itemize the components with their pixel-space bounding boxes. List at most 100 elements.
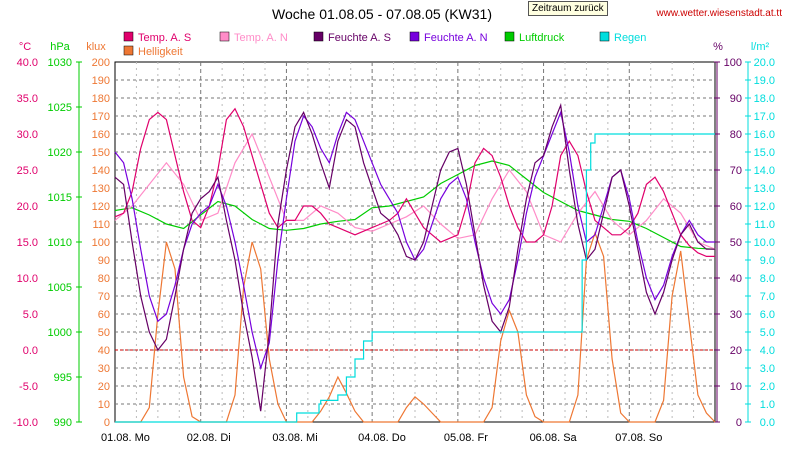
y-tick-label: 0.0 (760, 417, 775, 429)
y-axis-unit: klux (86, 41, 106, 53)
y-tick-label: 70 (98, 291, 110, 303)
y-tick-label: 11.0 (754, 219, 775, 231)
y-tick-label: 1010 (48, 237, 72, 249)
y-tick-label: 20.0 (754, 57, 775, 69)
y-tick-label: 1000 (48, 327, 72, 339)
y-axis-unit: hPa (50, 41, 70, 53)
y-tick-label: 30.0 (17, 129, 38, 141)
y-tick-label: 10.0 (17, 273, 38, 285)
y-tick-label: 60 (730, 201, 742, 213)
y-tick-label: 1.0 (760, 399, 775, 411)
y-tick-label: 190 (92, 75, 110, 87)
y-tick-label: 15.0 (17, 237, 38, 249)
y-tick-label: 0 (736, 417, 742, 429)
y-tick-label: 25.0 (17, 165, 38, 177)
y-tick-label: 100 (92, 237, 110, 249)
y-tick-label: 1025 (48, 102, 72, 114)
y-tick-label: 40 (98, 345, 110, 357)
y-tick-label: 13.0 (754, 183, 775, 195)
y-tick-label: 995 (54, 372, 72, 384)
y-tick-label: 1005 (48, 282, 72, 294)
y-tick-label: 1030 (48, 57, 72, 69)
y-tick-label: 0 (104, 417, 110, 429)
y-tick-label: 19.0 (754, 75, 775, 87)
y-tick-label: 14.0 (754, 165, 775, 177)
y-tick-label: 70 (730, 165, 742, 177)
y-tick-label: 20 (730, 345, 742, 357)
y-tick-label: 40 (730, 273, 742, 285)
y-tick-label: 0.0 (23, 345, 38, 357)
x-tick-label: 01.08. Mo (101, 432, 150, 444)
y-tick-label: 3.0 (760, 363, 775, 375)
y-tick-label: 10 (98, 399, 110, 411)
legend-swatch (409, 31, 420, 42)
legend-label: Regen (614, 32, 646, 44)
y-tick-label: 990 (54, 417, 72, 429)
y-tick-label: 10.0 (754, 237, 775, 249)
y-tick-label: 6.0 (760, 309, 775, 321)
y-tick-label: 150 (92, 147, 110, 159)
legend-label: Helligkeit (138, 46, 183, 58)
y-tick-label: 2.0 (760, 381, 775, 393)
series-line-luftdruck (114, 160, 716, 250)
y-tick-label: 8.0 (760, 273, 775, 285)
y-tick-label: 5.0 (23, 309, 38, 321)
legend-swatch (219, 31, 230, 42)
y-axis-unit: % (713, 41, 723, 53)
legend-swatch (123, 45, 134, 56)
y-tick-label: 200 (92, 57, 110, 69)
legend-label: Temp. A. N (234, 32, 288, 44)
y-tick-label: 12.0 (754, 201, 775, 213)
y-tick-label: 30 (98, 363, 110, 375)
y-tick-label: 17.0 (754, 111, 775, 123)
legend-swatch (504, 31, 515, 42)
x-tick-label: 05.08. Fr (444, 432, 488, 444)
y-tick-label: 7.0 (760, 291, 775, 303)
legend-swatch (599, 31, 610, 42)
x-tick-label: 04.08. Do (358, 432, 406, 444)
y-tick-label: 90 (98, 255, 110, 267)
y-tick-label: 4.0 (760, 345, 775, 357)
y-tick-label: 30 (730, 309, 742, 321)
y-tick-label: 1020 (48, 147, 72, 159)
axis-layer: 40.0 35.0 30.0 25.0 20.0 15.0 10.0 5.0 0.0 -5.0 -1… (13, 41, 775, 444)
y-axis-unit: l/m² (751, 41, 770, 53)
y-axis-unit: °C (19, 41, 31, 53)
y-tick-label: 50 (98, 327, 110, 339)
y-tick-label: 50 (730, 237, 742, 249)
grid-layer (114, 61, 716, 423)
y-tick-label: -10.0 (13, 417, 38, 429)
y-tick-label: 10 (730, 381, 742, 393)
previous-period-button[interactable]: Zeitraum zurück (528, 1, 608, 16)
y-tick-label: 160 (92, 129, 110, 141)
y-tick-label: 16.0 (754, 129, 775, 141)
series-layer (114, 102, 716, 423)
y-tick-label: 110 (92, 219, 110, 231)
y-tick-label: 20.0 (17, 201, 38, 213)
series-line-feuchte-a-s (114, 102, 715, 412)
series-line-temp-a-n (114, 132, 716, 250)
x-tick-label: 02.08. Di (187, 432, 231, 444)
y-tick-label: 15.0 (754, 147, 775, 159)
y-tick-label: 1015 (48, 192, 72, 204)
legend-label: Luftdruck (519, 32, 565, 44)
series-line-regen (115, 133, 715, 423)
legend-label: Temp. A. S (138, 32, 191, 44)
y-tick-label: 40.0 (17, 57, 38, 69)
y-tick-label: 9.0 (760, 255, 775, 267)
y-tick-label: 120 (92, 201, 110, 213)
legend-label: Feuchte A. N (424, 32, 488, 44)
website-link[interactable]: www.wetter.wiesenstadt.at.tt (656, 8, 782, 19)
y-tick-label: 100 (724, 57, 742, 69)
y-tick-label: 170 (92, 111, 110, 123)
chart-title: Woche 01.08.05 - 07.08.05 (KW31) (272, 6, 492, 22)
y-tick-label: 5.0 (760, 327, 775, 339)
y-tick-label: 90 (730, 93, 742, 105)
x-tick-label: 06.08. Sa (530, 432, 578, 444)
y-tick-label: 140 (92, 165, 110, 177)
x-tick-label: 03.08. Mi (272, 432, 317, 444)
y-tick-label: 35.0 (17, 93, 38, 105)
legend-layer: Temp. A. S Temp. A. N Feuchte A. S Feuchte … (123, 31, 646, 58)
series-line-feuchte-a-n (114, 110, 715, 371)
